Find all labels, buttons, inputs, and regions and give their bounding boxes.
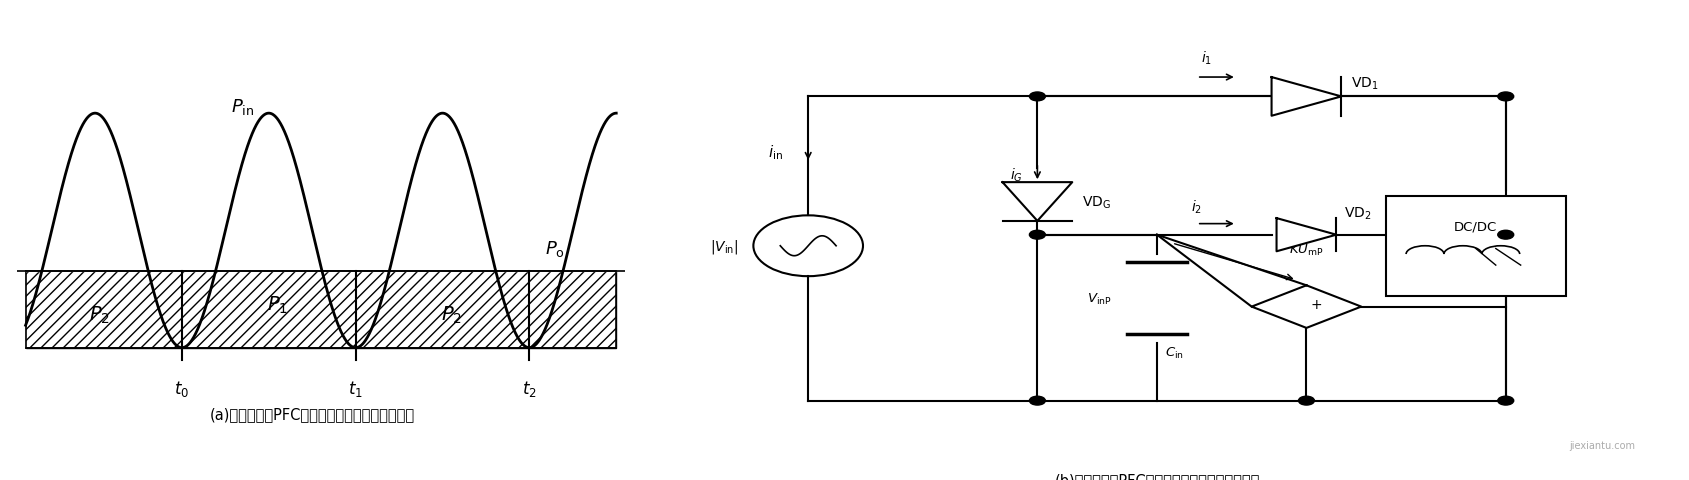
Circle shape bbox=[1299, 396, 1314, 405]
Circle shape bbox=[1498, 231, 1513, 240]
Circle shape bbox=[1498, 396, 1513, 405]
Polygon shape bbox=[1277, 219, 1336, 252]
Bar bbox=[25, 271, 616, 348]
Text: $P_2$: $P_2$ bbox=[441, 304, 461, 325]
Polygon shape bbox=[1272, 78, 1341, 117]
Text: $i_1$: $i_1$ bbox=[1201, 49, 1213, 67]
Text: $\rm VD_2$: $\rm VD_2$ bbox=[1344, 205, 1371, 221]
Bar bbox=[25, 271, 616, 348]
Text: $t_1$: $t_1$ bbox=[348, 378, 363, 397]
Circle shape bbox=[1029, 93, 1045, 102]
Text: $V_{\rm inP}$: $V_{\rm inP}$ bbox=[1088, 291, 1111, 306]
Polygon shape bbox=[1003, 183, 1073, 221]
Text: $i_{\rm in}$: $i_{\rm in}$ bbox=[768, 143, 784, 162]
Text: (b)单级并联式PFC变换器输入、输出功率概念图: (b)单级并联式PFC变换器输入、输出功率概念图 bbox=[1054, 472, 1260, 480]
Text: $i_G$: $i_G$ bbox=[1010, 166, 1022, 183]
Polygon shape bbox=[1252, 286, 1361, 328]
Text: $t_0$: $t_0$ bbox=[174, 378, 189, 397]
Text: $P_2$: $P_2$ bbox=[90, 304, 110, 325]
Bar bbox=[1387, 197, 1566, 296]
Text: $|V_{\rm in}|$: $|V_{\rm in}|$ bbox=[709, 237, 738, 255]
Text: $i_2$: $i_2$ bbox=[1191, 199, 1203, 216]
Text: $t_2$: $t_2$ bbox=[522, 378, 537, 397]
Text: $KU_{\rm mP}$: $KU_{\rm mP}$ bbox=[1289, 242, 1324, 257]
Text: jiexiantu.com: jiexiantu.com bbox=[1569, 441, 1635, 450]
Text: $\rm VD_G$: $\rm VD_G$ bbox=[1083, 194, 1111, 210]
Text: +: + bbox=[1311, 297, 1322, 311]
Circle shape bbox=[1498, 93, 1513, 102]
Text: $P_1$: $P_1$ bbox=[267, 294, 289, 315]
Text: $P_{\mathrm{o}}$: $P_{\mathrm{o}}$ bbox=[546, 239, 566, 259]
Text: $\rm VD_1$: $\rm VD_1$ bbox=[1351, 75, 1378, 92]
Text: $C_{\rm in}$: $C_{\rm in}$ bbox=[1165, 346, 1184, 360]
Text: (a)基本并联式PFC变换器输入、输出功率的关系: (a)基本并联式PFC变换器输入、输出功率的关系 bbox=[209, 407, 415, 421]
Circle shape bbox=[1029, 231, 1045, 240]
Text: $P_{\mathrm{in}}$: $P_{\mathrm{in}}$ bbox=[231, 96, 255, 117]
Circle shape bbox=[1029, 396, 1045, 405]
Text: DC/DC: DC/DC bbox=[1454, 220, 1498, 233]
